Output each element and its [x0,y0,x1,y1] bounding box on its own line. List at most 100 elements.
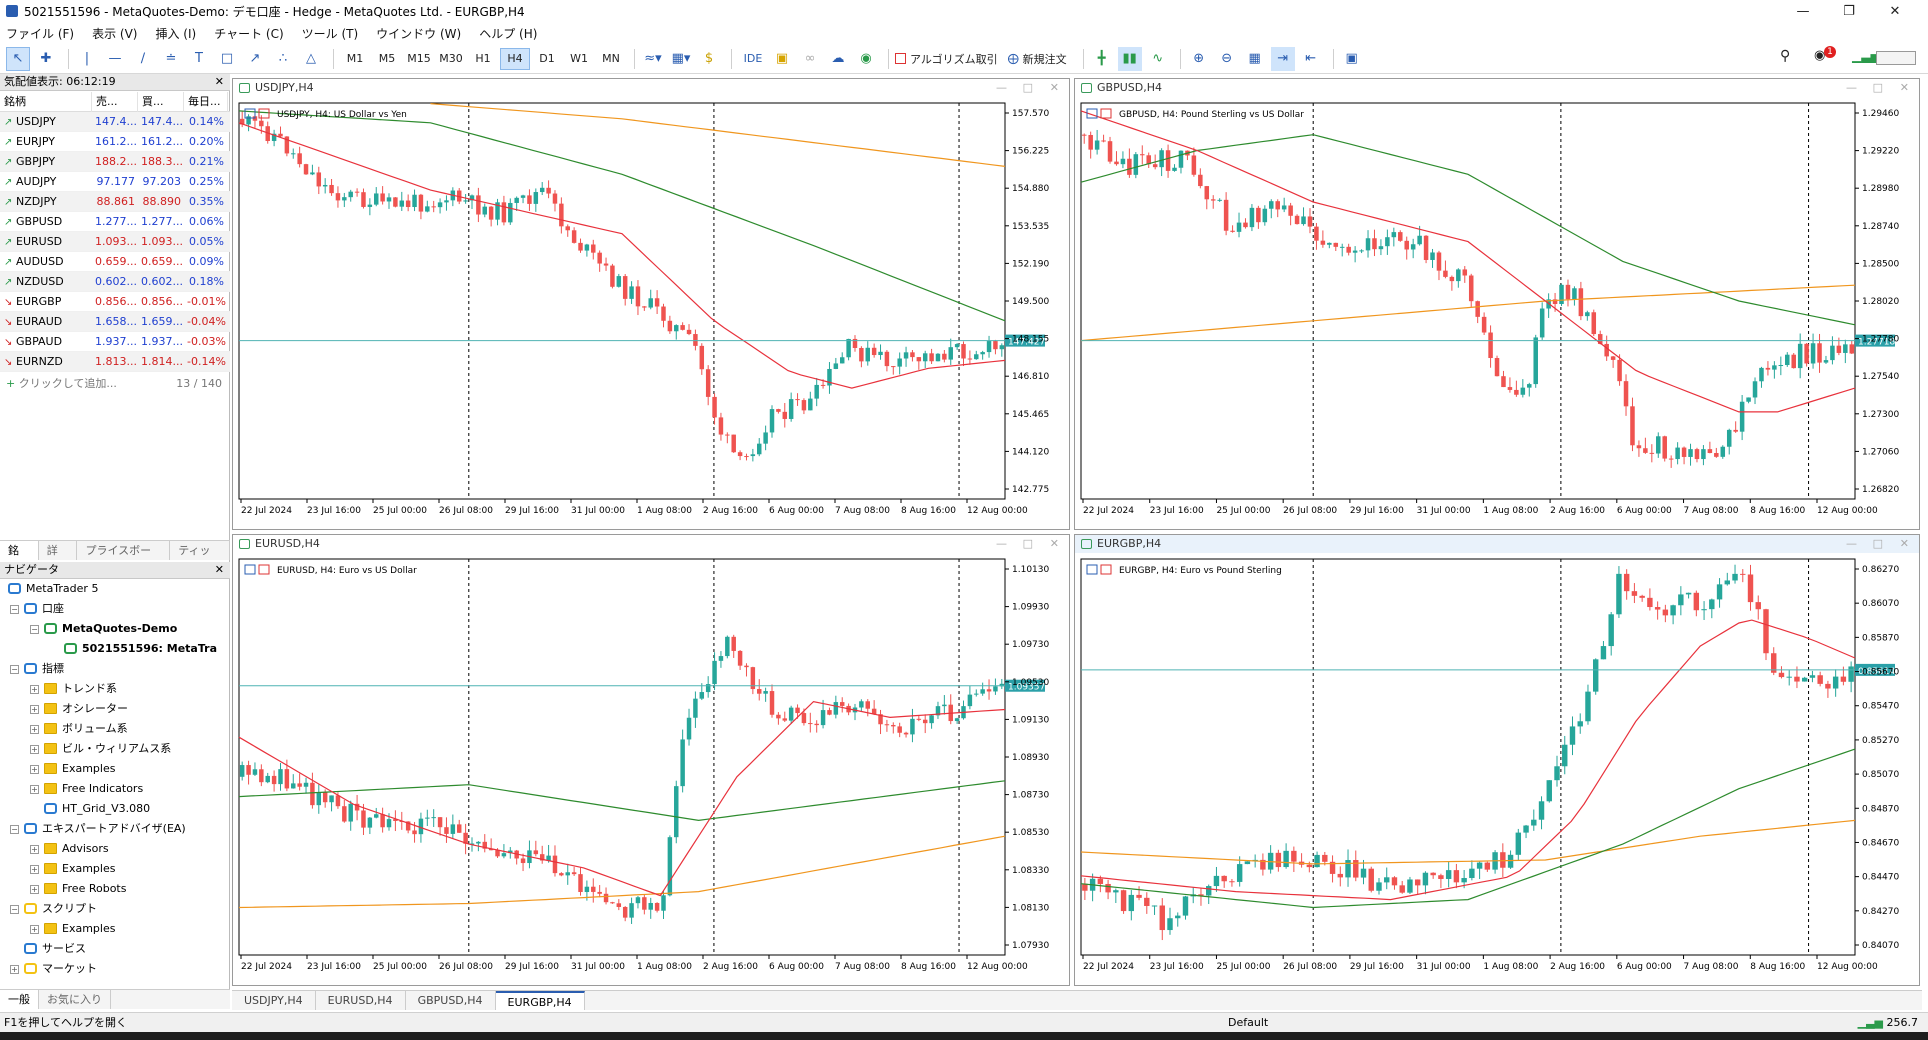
nav-item[interactable]: − 指標 [0,659,230,679]
chart-title-bar[interactable]: USDJPY,H4 — □ ✕ [233,79,1069,97]
autoscroll-icon[interactable]: ⇥ [1270,46,1295,71]
close-icon[interactable]: ✕ [214,75,224,88]
chart-type-icon[interactable]: ≈▾ [644,51,662,66]
menu-tools[interactable]: ツール (T) [301,26,359,41]
nav-item[interactable]: 5021551596: MetaTra [0,639,230,659]
nav-item[interactable]: + トレンド系 [0,679,230,699]
close-icon[interactable]: ✕ [214,563,224,576]
search-icon[interactable]: ⚲ [1780,48,1791,64]
tf-d1[interactable]: D1 [539,52,555,65]
tab-gbpusd[interactable]: GBPUSD,H4 [406,991,496,1010]
list-item[interactable]: ↘ GBPAUD 1.937... 1.937... -0.03% [0,332,230,352]
expand-icon[interactable]: + [30,725,39,734]
collapse-icon[interactable]: − [10,905,19,914]
list-item[interactable]: ↗ AUDUSD 0.659... 0.659... 0.09% [0,252,230,272]
expand-icon[interactable]: + [30,925,39,934]
cursor-icon[interactable]: ↖ [6,46,30,71]
minimize-icon[interactable]: — [1846,537,1857,550]
minimize-icon[interactable]: — [996,537,1007,550]
expand-icon[interactable]: + [30,885,39,894]
close-icon[interactable]: ✕ [1049,537,1059,550]
menu-file[interactable]: ファイル (F) [6,26,75,41]
price-chart[interactable]: 1.09357 EURUSD, H4: Euro vs US Dollar 1.10… [233,555,1069,985]
price-chart[interactable]: 1.27718 GBPUSD, H4: Pound Sterling vs US … [1075,99,1919,529]
tab-eurgbp[interactable]: EURGBP,H4 [495,991,585,1010]
nav-item[interactable]: − エキスパートアドバイザ(EA) [0,819,230,839]
chart-title-bar[interactable]: EURUSD,H4 — □ ✕ [233,535,1069,553]
col-change[interactable]: 毎日... [184,92,228,112]
tf-m1[interactable]: M1 [346,52,364,65]
maximize-button[interactable]: ❐ [1843,3,1855,19]
tf-m15[interactable]: M15 [407,52,431,65]
tf-m5[interactable]: M5 [378,52,396,65]
list-item[interactable]: ↘ EURGBP 0.856... 0.856... -0.01% [0,292,230,312]
maximize-icon[interactable]: □ [1872,537,1883,550]
zoom-in-icon[interactable]: ⊕ [1193,51,1205,66]
nav-item[interactable]: + ビル・ウィリアムス系 [0,739,230,759]
ide-button[interactable]: IDE [743,52,763,65]
list-item[interactable]: ↗ AUDJPY 97.177 97.203 0.25% [0,172,230,192]
tf-h4[interactable]: H4 [500,47,530,70]
expand-icon[interactable]: + [30,685,39,694]
price-chart[interactable]: 0.85614 EURGBP, H4: Euro vs Pound Sterlin… [1075,555,1919,985]
menu-view[interactable]: 表示 (V) [92,26,138,41]
tab-details[interactable]: 詳細 [39,541,78,577]
grid-icon[interactable]: ▦ [1248,51,1261,66]
candle-chart-icon[interactable]: ▮▮ [1117,46,1142,71]
bar-chart-icon[interactable]: ╋ [1097,51,1106,66]
chart-shift-icon[interactable]: ⇤ [1305,51,1317,66]
list-item[interactable]: ↗ EURUSD 1.093... 1.093... 0.05% [0,232,230,252]
notifications-icon[interactable]: ◉ [1814,48,1826,63]
shapes-icon[interactable]: △ [306,51,316,66]
horizontal-line-icon[interactable]: — [108,51,122,66]
tab-symbols[interactable]: 銘柄 [0,541,39,577]
menu-insert[interactable]: 挿入 (I) [155,26,197,41]
channel-icon[interactable]: ≐ [165,51,177,66]
list-item[interactable]: ↗ GBPJPY 188.2... 188.3... 0.21% [0,152,230,172]
nav-item[interactable]: + マーケット [0,959,230,979]
expand-icon[interactable]: + [30,785,39,794]
close-icon[interactable]: ✕ [1049,81,1059,94]
zoom-out-icon[interactable]: ⊖ [1221,51,1233,66]
expand-icon[interactable]: + [30,865,39,874]
list-item[interactable]: ↘ EURAUD 1.658... 1.659... -0.04% [0,312,230,332]
nav-item[interactable]: + ボリューム系 [0,719,230,739]
nav-item[interactable]: サービス [0,939,230,959]
vertical-line-icon[interactable]: | [84,51,90,66]
chart-window-gbpusd[interactable]: GBPUSD,H4 — □ ✕ 1.27718 GBPUSD, H4: Pound Ste… [1074,78,1920,530]
collapse-icon[interactable]: − [30,625,39,634]
list-item[interactable]: ↗ NZDJPY 88.861 88.890 0.35% [0,192,230,212]
nav-item[interactable]: + オシレーター [0,699,230,719]
nav-item[interactable]: + Free Robots [0,879,230,899]
menu-window[interactable]: ウインドウ (W) [376,26,462,41]
text-icon[interactable]: T [195,51,203,66]
templates-icon[interactable]: ▦▾ [671,51,691,66]
tf-m30[interactable]: M30 [439,52,463,65]
nav-item[interactable]: + Examples [0,759,230,779]
screenshot-icon[interactable]: ▣ [1345,51,1358,66]
tf-w1[interactable]: W1 [570,52,588,65]
list-item[interactable]: ↗ GBPUSD 1.277... 1.277... 0.06% [0,212,230,232]
lock-icon[interactable]: ▣ [775,51,789,66]
nav-item[interactable]: − スクリプト [0,899,230,919]
vps-icon[interactable]: ◉ [860,51,872,66]
rectangle-icon[interactable]: □ [220,51,234,66]
collapse-icon[interactable]: − [10,665,19,674]
expand-icon[interactable]: + [30,705,39,714]
signal-icon[interactable]: ∞ [804,51,816,66]
chart-title-bar[interactable]: GBPUSD,H4 — □ ✕ [1075,79,1919,97]
nav-item[interactable]: + Advisors [0,839,230,859]
status-profile[interactable]: Default [1228,1016,1269,1029]
pitchfork-icon[interactable]: ∴ [278,51,288,66]
trendline-icon[interactable]: ∕ [140,51,146,66]
menu-help[interactable]: ヘルプ (H) [479,26,538,41]
tab-favorites[interactable]: お気に入り [39,990,111,1009]
expand-icon[interactable]: + [30,745,39,754]
tab-usdjpy[interactable]: USDJPY,H4 [232,991,316,1010]
add-symbol-row[interactable]: + クリックして追加... 13 / 140 [0,374,230,394]
minimize-icon[interactable]: — [996,81,1007,94]
tf-h1[interactable]: H1 [475,52,491,65]
tab-general[interactable]: 一般 [0,990,39,1009]
list-item[interactable]: ↘ EURNZD 1.813... 1.814... -0.14% [0,352,230,372]
close-icon[interactable]: ✕ [1899,81,1909,94]
